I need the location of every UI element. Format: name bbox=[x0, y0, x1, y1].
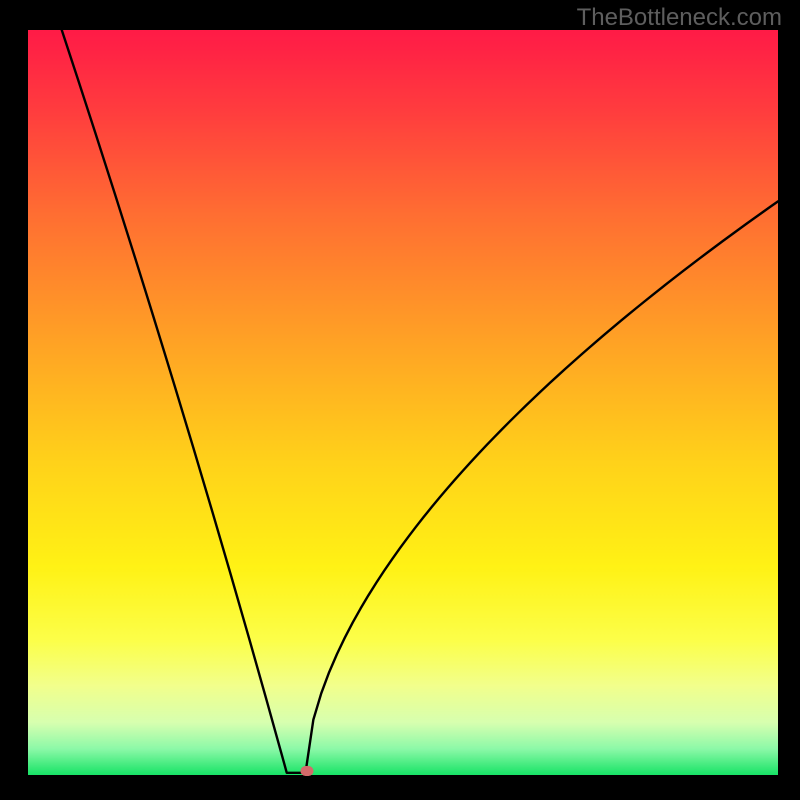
watermark-text: TheBottleneck.com bbox=[577, 4, 782, 32]
plot-area bbox=[28, 30, 778, 775]
bottleneck-curve bbox=[28, 30, 778, 775]
chart-container: TheBottleneck.com bbox=[0, 0, 800, 800]
optimum-marker bbox=[301, 766, 314, 776]
